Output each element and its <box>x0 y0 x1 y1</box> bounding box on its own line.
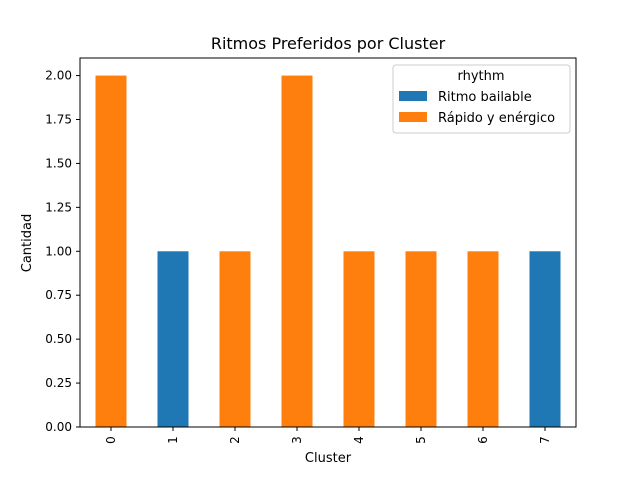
legend: rhythm Ritmo bailable Rápido y enérgico <box>392 64 571 134</box>
y-tick-label: 1.25 <box>45 200 72 214</box>
y-axis: 0.00 0.25 0.50 0.75 1.00 1.25 1.50 1.75 2.00 <box>45 69 80 434</box>
chart-title: Ritmos Preferidos por Cluster <box>211 34 446 53</box>
legend-label-1: Rápido y enérgico <box>438 111 555 126</box>
bar-cluster-2-series-1 <box>219 251 251 427</box>
legend-swatch-1 <box>399 112 427 122</box>
y-tick-label: 1.50 <box>45 156 72 170</box>
x-tick-label: 3 <box>290 436 304 444</box>
bar-cluster-0-series-1 <box>95 75 127 428</box>
y-tick-label: 0.25 <box>45 376 72 390</box>
x-tick-label: 4 <box>352 436 366 444</box>
legend-label-0: Ritmo bailable <box>438 90 532 105</box>
y-tick-label: 0.50 <box>45 332 72 346</box>
bar-cluster-1-series-0 <box>157 251 189 427</box>
y-tick-label: 1.00 <box>45 244 72 258</box>
legend-title: rhythm <box>457 69 504 84</box>
x-tick-label: 2 <box>228 436 242 444</box>
legend-swatch-0 <box>399 91 427 101</box>
x-tick-label: 6 <box>476 436 490 444</box>
x-tick-label: 5 <box>414 436 428 444</box>
bar-cluster-7-series-0 <box>529 251 561 427</box>
x-tick-label: 7 <box>538 436 552 444</box>
y-tick-label: 2.00 <box>45 69 72 83</box>
bar-cluster-4-series-1 <box>343 251 375 427</box>
bar-cluster-3-series-1 <box>281 75 313 428</box>
y-tick-label: 1.75 <box>45 113 72 127</box>
y-tick-label: 0.75 <box>45 288 72 302</box>
bars-group <box>95 75 561 428</box>
x-axis-label: Cluster <box>305 451 352 466</box>
x-tick-label: 0 <box>104 436 118 444</box>
plot-frame <box>79 57 577 428</box>
x-tick-label: 1 <box>166 436 180 444</box>
y-tick-label: 0.00 <box>45 420 72 434</box>
y-axis-label: Cantidad <box>20 214 35 272</box>
x-axis: 0 1 2 3 4 5 6 7 <box>104 427 552 444</box>
legend-frame <box>392 64 571 134</box>
bar-cluster-5-series-1 <box>405 251 437 427</box>
bar-cluster-6-series-1 <box>467 251 499 427</box>
